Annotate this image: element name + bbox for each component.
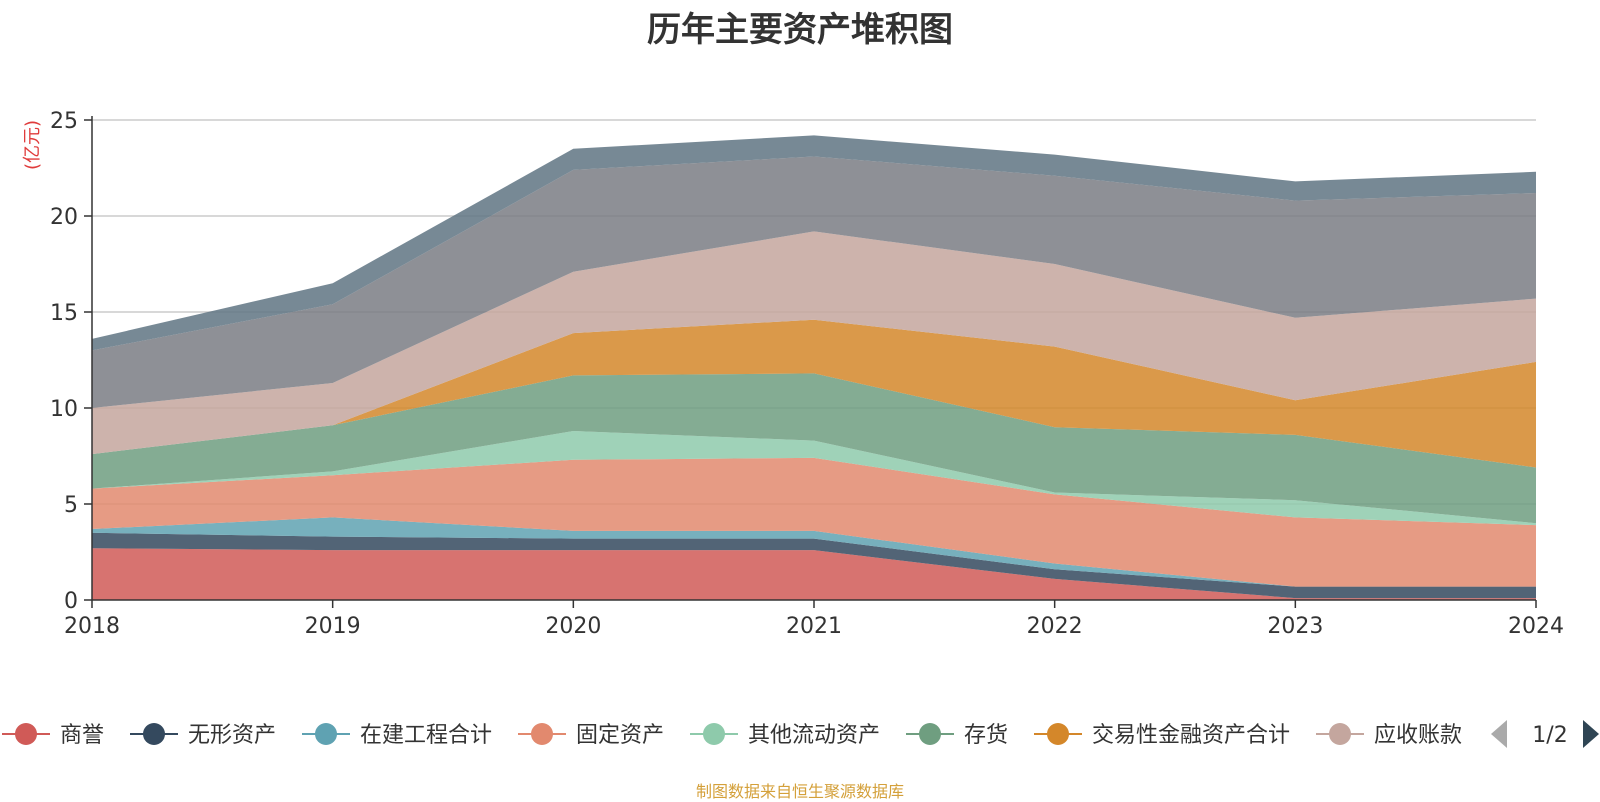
legend-marker (1329, 723, 1351, 745)
legend-item-5[interactable]: 存货 (906, 723, 1008, 748)
legend-label: 交易性金融资产合计 (1092, 723, 1290, 748)
area-series-1[interactable] (92, 532, 1536, 599)
area-series-3[interactable] (92, 457, 1536, 587)
area-series-2[interactable] (92, 517, 1536, 587)
x-tick-label: 2021 (786, 614, 842, 639)
legend-next-icon[interactable] (1583, 720, 1599, 748)
legend-page-indicator: 1/2 (1532, 723, 1567, 748)
legend-item-1[interactable]: 无形资产 (130, 723, 276, 748)
legend-label: 其他流动资产 (748, 723, 880, 748)
area-series-0[interactable] (92, 548, 1536, 600)
legend-item-7[interactable]: 应收账款 (1316, 723, 1462, 748)
legend: 商誉 无形资产 在建工程合计 固定资产 其他流动资产 存货 交易性金融资产合计 应收账款 1/2 (2, 712, 1600, 756)
legend-label: 固定资产 (576, 723, 664, 748)
legend-marker (919, 723, 941, 745)
legend-label: 应收账款 (1374, 723, 1462, 748)
legend-item-3[interactable]: 固定资产 (518, 723, 664, 748)
area-series-5[interactable] (92, 373, 1536, 524)
legend-item-0[interactable]: 商誉 (2, 723, 104, 748)
legend-label: 在建工程合计 (360, 723, 492, 748)
y-tick-label: 15 (50, 301, 78, 326)
legend-prev-icon[interactable] (1491, 720, 1507, 748)
y-tick-label: 25 (50, 109, 78, 134)
legend-label: 商誉 (60, 723, 104, 748)
x-tick-label: 2022 (1027, 614, 1083, 639)
x-tick-label: 2020 (545, 614, 601, 639)
legend-item-2[interactable]: 在建工程合计 (302, 723, 492, 748)
legend-marker (15, 723, 37, 745)
legend-item-4[interactable]: 其他流动资产 (690, 723, 880, 748)
source-note: 制图数据来自恒生聚源数据库 (695, 782, 904, 801)
x-tick-label: 2024 (1508, 614, 1564, 639)
legend-marker (143, 723, 165, 745)
axis-layer: 0 5 10 15 20 25 2018 2019 2020 2021 2022 2023 2024 (50, 109, 1564, 639)
legend-item-6[interactable]: 交易性金融资产合计 (1034, 723, 1290, 748)
legend-label: 无形资产 (188, 723, 276, 748)
y-tick-label: 20 (50, 205, 78, 230)
y-axis-unit-label: (亿元) (22, 120, 43, 170)
legend-marker (1047, 723, 1069, 745)
y-tick-label: 5 (64, 493, 78, 518)
area-series-6[interactable] (92, 319, 1536, 468)
x-tick-label: 2019 (305, 614, 361, 639)
y-tick-label: 0 (64, 589, 78, 614)
x-tick-label: 2018 (64, 614, 120, 639)
area-series-8[interactable] (92, 156, 1536, 409)
x-tick-label: 2023 (1267, 614, 1323, 639)
legend-marker (531, 723, 553, 745)
y-tick-label: 10 (50, 397, 78, 422)
chart-title: 历年主要资产堆积图 (647, 10, 953, 50)
area-series-7[interactable] (92, 231, 1536, 455)
legend-marker (315, 723, 337, 745)
area-layer (92, 135, 1536, 600)
legend-marker (703, 723, 725, 745)
legend-label: 存货 (964, 723, 1008, 748)
area-series-4[interactable] (92, 431, 1536, 526)
